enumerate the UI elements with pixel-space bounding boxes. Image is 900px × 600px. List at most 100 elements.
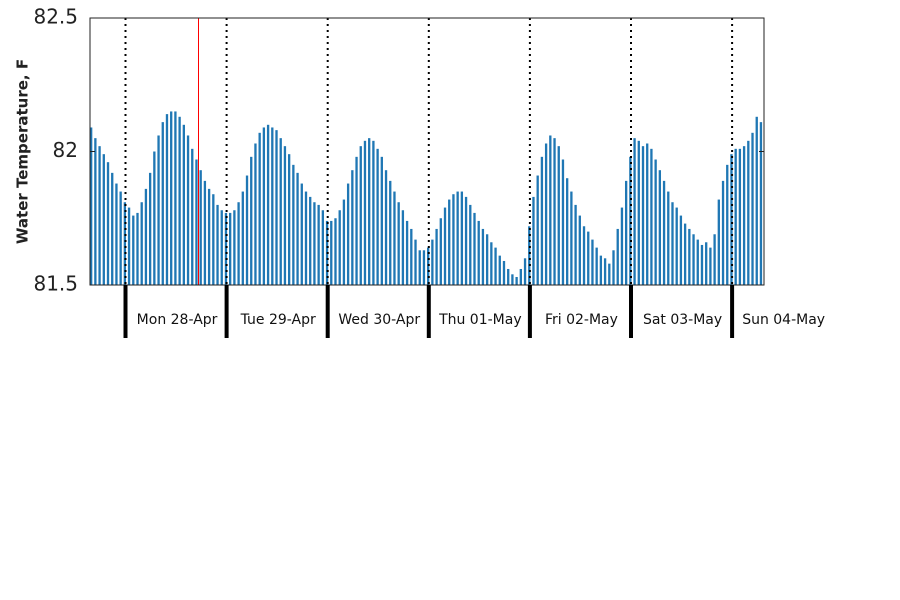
bar	[624, 180, 628, 285]
bar	[730, 154, 733, 285]
bar	[229, 212, 232, 285]
bar	[207, 188, 211, 285]
bar	[700, 244, 704, 285]
bar	[296, 172, 299, 285]
bar	[578, 215, 581, 285]
bar	[726, 164, 729, 285]
day-label: Thu 01-May	[438, 312, 522, 328]
y-tick-label: 81.5	[33, 272, 78, 296]
bar	[511, 274, 514, 285]
bar	[338, 210, 341, 285]
bar	[186, 135, 190, 285]
bar	[679, 215, 683, 285]
bar	[734, 148, 737, 285]
bar	[182, 124, 185, 285]
day-label: Tue 29-Apr	[240, 312, 316, 328]
bar	[216, 204, 219, 285]
bar	[570, 191, 573, 285]
bar	[90, 127, 93, 285]
bar	[591, 239, 594, 285]
bar	[359, 146, 362, 285]
bar	[616, 228, 619, 285]
bar	[751, 132, 754, 285]
bar	[540, 156, 544, 285]
bar	[119, 191, 122, 285]
bar	[94, 138, 97, 285]
bar	[102, 154, 105, 285]
day-label: Wed 30-Apr	[338, 312, 420, 328]
x-day-ticks-group: Mon 28-Apr Tue 29-Apr Wed 30-Apr Thu 01-May…	[123, 285, 825, 338]
bar	[123, 202, 127, 285]
bar	[473, 212, 476, 285]
bar	[389, 180, 392, 285]
bar	[144, 188, 148, 285]
bar	[351, 170, 354, 285]
y-tick-label: 82	[53, 138, 78, 162]
bar	[397, 202, 400, 285]
bar	[759, 122, 763, 285]
bar	[452, 194, 455, 285]
bar	[309, 196, 312, 285]
bar	[283, 146, 287, 285]
bar	[477, 220, 480, 285]
bar	[523, 258, 527, 285]
bar	[271, 127, 274, 285]
bar	[427, 247, 430, 285]
bar	[519, 268, 522, 285]
bar	[612, 250, 615, 285]
bar	[203, 180, 207, 285]
bar	[692, 234, 695, 285]
bar	[250, 156, 253, 285]
bar	[747, 140, 750, 285]
bar	[721, 180, 725, 285]
bar	[507, 268, 510, 285]
bar	[191, 148, 194, 285]
bar	[368, 138, 371, 285]
bar	[658, 170, 662, 285]
day-separators-group	[124, 18, 734, 285]
bar	[557, 146, 560, 285]
bar	[148, 172, 152, 285]
bar	[334, 218, 337, 285]
bars-group	[90, 111, 763, 286]
bar	[178, 116, 181, 285]
bar	[363, 140, 367, 285]
bar	[742, 146, 746, 285]
bar	[153, 151, 156, 285]
day-label: Sat 03-May	[643, 312, 722, 328]
bar	[384, 170, 388, 285]
bar	[132, 215, 135, 285]
bar	[300, 183, 303, 285]
day-label: Sun 04-May	[742, 312, 825, 328]
bar	[241, 191, 244, 285]
bar	[393, 191, 396, 285]
bar	[671, 202, 674, 285]
bar	[372, 140, 375, 285]
bar	[115, 183, 118, 285]
bar	[683, 223, 687, 285]
bar	[136, 212, 139, 285]
bar	[608, 263, 611, 285]
bar	[435, 228, 438, 285]
bar	[174, 111, 177, 285]
bar	[342, 199, 346, 285]
bar	[481, 228, 485, 285]
bar	[422, 250, 426, 285]
bar	[275, 130, 278, 285]
bar	[536, 175, 539, 285]
bar	[637, 140, 640, 285]
bar	[439, 218, 442, 285]
bar	[448, 199, 451, 285]
bar	[380, 156, 383, 285]
bar	[469, 204, 472, 285]
bar	[443, 207, 447, 285]
bar	[254, 143, 257, 285]
bar	[292, 164, 295, 285]
bar	[709, 247, 712, 285]
bar	[599, 255, 603, 285]
bar	[279, 138, 282, 285]
bar	[738, 148, 742, 285]
y-ticks-group: 81.5 82 82.5	[33, 5, 764, 296]
bar	[633, 138, 636, 285]
